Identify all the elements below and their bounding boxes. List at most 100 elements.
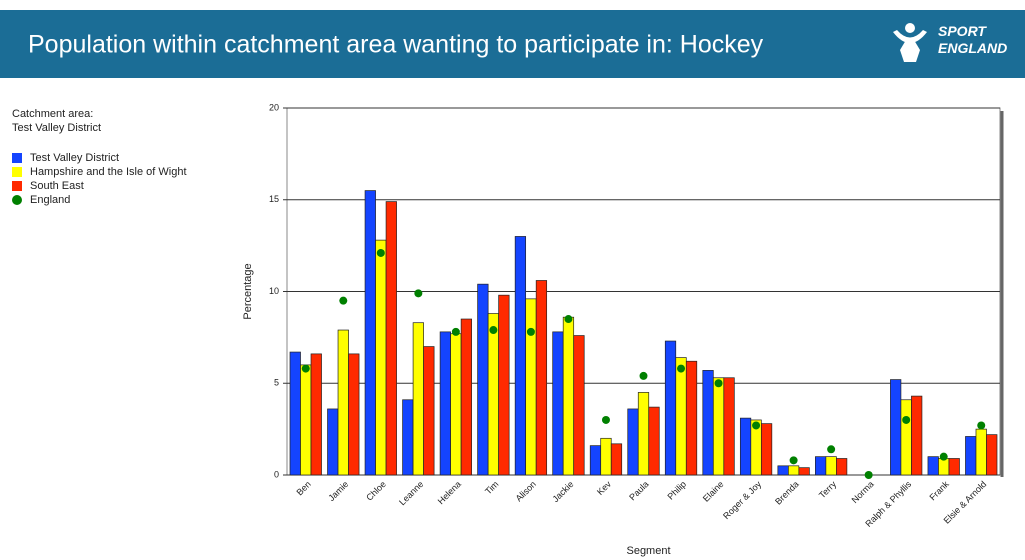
- bar: [685, 360, 698, 476]
- bar: [986, 434, 998, 476]
- x-tick-label: Alison: [514, 479, 538, 503]
- bar: [385, 201, 397, 476]
- bar: [927, 456, 939, 476]
- bar: [675, 357, 687, 476]
- bar: [289, 351, 301, 476]
- y-axis-label: Percentage: [242, 263, 254, 319]
- bar: [664, 340, 677, 476]
- bar: [562, 316, 575, 476]
- point: [526, 327, 535, 336]
- bar: [498, 294, 510, 476]
- legend-swatch: [12, 181, 22, 191]
- point: [376, 248, 385, 257]
- bar: [535, 280, 548, 476]
- bar: [627, 408, 639, 476]
- x-tick-label: Tim: [483, 479, 500, 496]
- bar: [900, 399, 912, 476]
- point: [977, 421, 986, 430]
- bar: [815, 456, 827, 476]
- logo-text: SPORT: [938, 23, 987, 39]
- x-tick-label: Norma: [850, 479, 876, 505]
- bar: [600, 437, 612, 476]
- bar: [412, 322, 424, 476]
- x-tick-label: Helena: [436, 479, 463, 506]
- legend-swatch: [12, 153, 22, 163]
- x-tick-label: Kev: [595, 479, 613, 497]
- y-tick-label: 5: [274, 378, 279, 388]
- point: [639, 371, 648, 380]
- bar: [911, 395, 923, 476]
- legend-label: England: [30, 194, 70, 206]
- bar: [712, 377, 725, 476]
- x-tick-label: Elaine: [701, 479, 726, 504]
- bar: [573, 335, 585, 476]
- bar: [460, 318, 472, 476]
- x-tick-label: Terry: [817, 479, 839, 501]
- x-tick-label: Jamie: [326, 479, 350, 503]
- bar: [798, 467, 810, 476]
- x-tick-label: Jackie: [550, 479, 575, 504]
- bar: [337, 329, 349, 476]
- bar: [975, 428, 987, 476]
- bar: [739, 417, 752, 476]
- bar: [450, 333, 462, 476]
- y-tick-label: 10: [269, 286, 279, 296]
- bar: [948, 458, 960, 476]
- legend-swatch: [12, 195, 22, 205]
- bar: [648, 406, 660, 476]
- bar: [477, 283, 489, 476]
- bar: [402, 399, 414, 476]
- bar: [890, 379, 902, 476]
- bar: [300, 364, 312, 476]
- header-title: Population within catchment area wanting…: [28, 31, 764, 59]
- bar: [610, 443, 623, 476]
- point: [677, 364, 686, 373]
- point: [564, 315, 573, 324]
- bar: [439, 331, 451, 476]
- bar: [327, 408, 339, 476]
- y-tick-label: 20: [269, 102, 279, 112]
- x-tick-label: Philip: [665, 479, 688, 502]
- legend-label: Test Valley District: [30, 152, 119, 164]
- bar: [423, 346, 435, 476]
- bar: [487, 313, 499, 476]
- bar: [788, 465, 800, 476]
- bar: [825, 456, 837, 476]
- point: [301, 364, 310, 373]
- legend-label: Hampshire and the Isle of Wight: [30, 166, 187, 178]
- x-tick-label: Chloe: [364, 479, 388, 503]
- point: [902, 415, 911, 424]
- x-tick-label: Leanne: [397, 479, 425, 507]
- bar: [364, 190, 376, 476]
- bar: [514, 236, 527, 476]
- bar: [760, 423, 773, 476]
- point: [414, 289, 423, 298]
- bar: [777, 465, 789, 476]
- bar: [702, 370, 714, 476]
- point: [451, 327, 460, 336]
- bar: [348, 353, 360, 476]
- logo-text: ENGLAND: [938, 40, 1007, 56]
- point: [789, 456, 798, 465]
- bar: [938, 458, 950, 476]
- x-tick-label: Brenda: [773, 479, 801, 507]
- legend-label: South East: [30, 180, 84, 192]
- header-bar: [0, 10, 1025, 78]
- x-tick-label: Ben: [294, 479, 312, 497]
- point: [601, 415, 610, 424]
- x-tick-label: Paula: [627, 479, 650, 502]
- point: [939, 452, 948, 461]
- x-tick-label: Roger & Joy: [721, 479, 763, 521]
- bar: [525, 298, 537, 476]
- catchment-label: Catchment area:: [12, 108, 93, 120]
- logo-icon: [893, 23, 927, 62]
- legend-swatch: [12, 167, 22, 177]
- bar: [552, 331, 564, 476]
- bar: [589, 445, 602, 476]
- bar: [375, 239, 387, 476]
- point: [827, 445, 836, 454]
- bar: [723, 377, 735, 476]
- bar: [965, 436, 977, 476]
- point: [339, 296, 348, 305]
